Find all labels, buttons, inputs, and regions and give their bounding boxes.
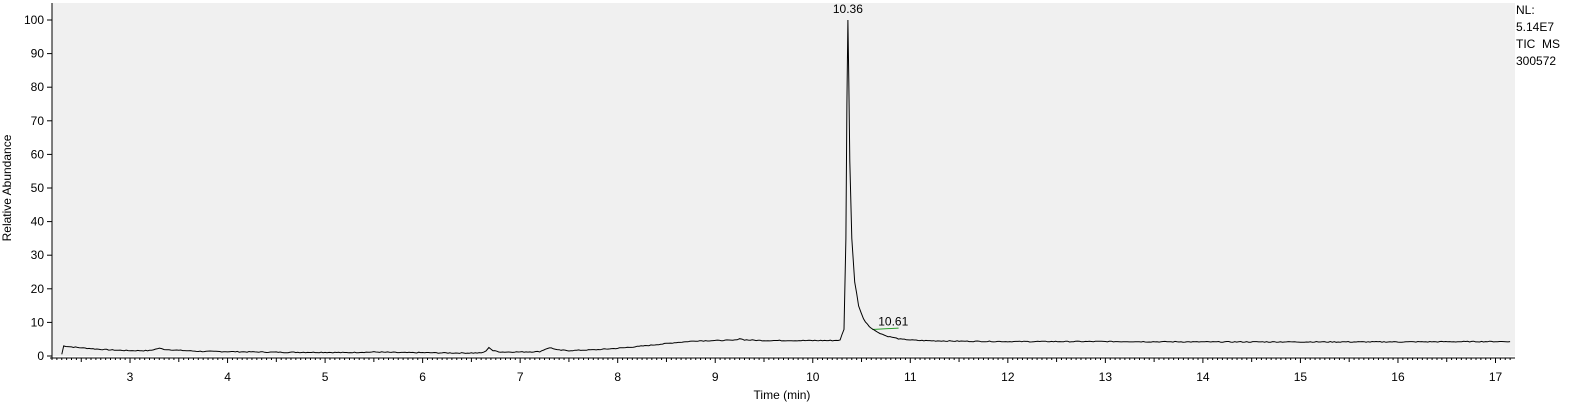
- y-tick-label: 40: [31, 215, 45, 229]
- y-tick-label: 70: [31, 114, 45, 128]
- y-axis-label: Relative Abundance: [0, 134, 14, 241]
- plot-area: [52, 3, 1515, 356]
- x-tick-label: 8: [614, 370, 621, 384]
- x-tick-label: 4: [224, 370, 231, 384]
- peak-baseline-marks: [872, 327, 899, 330]
- x-tick-label: 12: [1001, 370, 1015, 384]
- y-tick-label: 30: [31, 248, 45, 262]
- y-tick-label: 0: [37, 349, 44, 363]
- x-tick-label: 10: [806, 370, 820, 384]
- x-axis-ticks: 3 4 5 6 7 8 9 10 11 12 13 14 15 16 17: [51, 358, 1511, 384]
- x-tick-label: 6: [419, 370, 426, 384]
- scan-filter: TIC MS: [1516, 37, 1560, 51]
- peak-labels: 10.36 10.61: [833, 2, 909, 328]
- y-tick-label: 50: [31, 181, 45, 195]
- nl-value: 5.14E7: [1516, 20, 1555, 34]
- x-tick-label: 9: [712, 370, 719, 384]
- y-tick-label: 100: [24, 13, 44, 27]
- x-tick-label: 13: [1099, 370, 1113, 384]
- y-tick-label: 60: [31, 147, 45, 161]
- scan-info-panel: NL: 5.14E7 TIC MS 300572: [1516, 2, 1560, 70]
- tic-trace: [61, 19, 1511, 355]
- y-tick-label: 10: [31, 315, 45, 329]
- x-tick-label: 16: [1391, 370, 1405, 384]
- x-axis-label: Time (min): [754, 388, 811, 402]
- y-axis-ticks: 0 10 20 30 40 50 60 70 80 90 100: [24, 13, 52, 363]
- sample-id: 300572: [1516, 54, 1557, 68]
- x-tick-label: 5: [322, 370, 329, 384]
- x-tick-label: 14: [1196, 370, 1210, 384]
- peak-label: 10.36: [833, 2, 863, 16]
- nl-label: NL:: [1516, 3, 1535, 17]
- x-tick-label: 11: [904, 370, 917, 384]
- x-tick-label: 15: [1294, 370, 1308, 384]
- x-tick-label: 17: [1489, 370, 1503, 384]
- y-tick-label: 80: [31, 80, 45, 94]
- x-tick-label: 3: [127, 370, 134, 384]
- y-tick-label: 90: [31, 47, 45, 61]
- y-tick-label: 20: [31, 282, 45, 296]
- peak-baseline: [872, 327, 899, 330]
- peak-label: 10.61: [878, 314, 908, 328]
- x-tick-label: 7: [517, 370, 524, 384]
